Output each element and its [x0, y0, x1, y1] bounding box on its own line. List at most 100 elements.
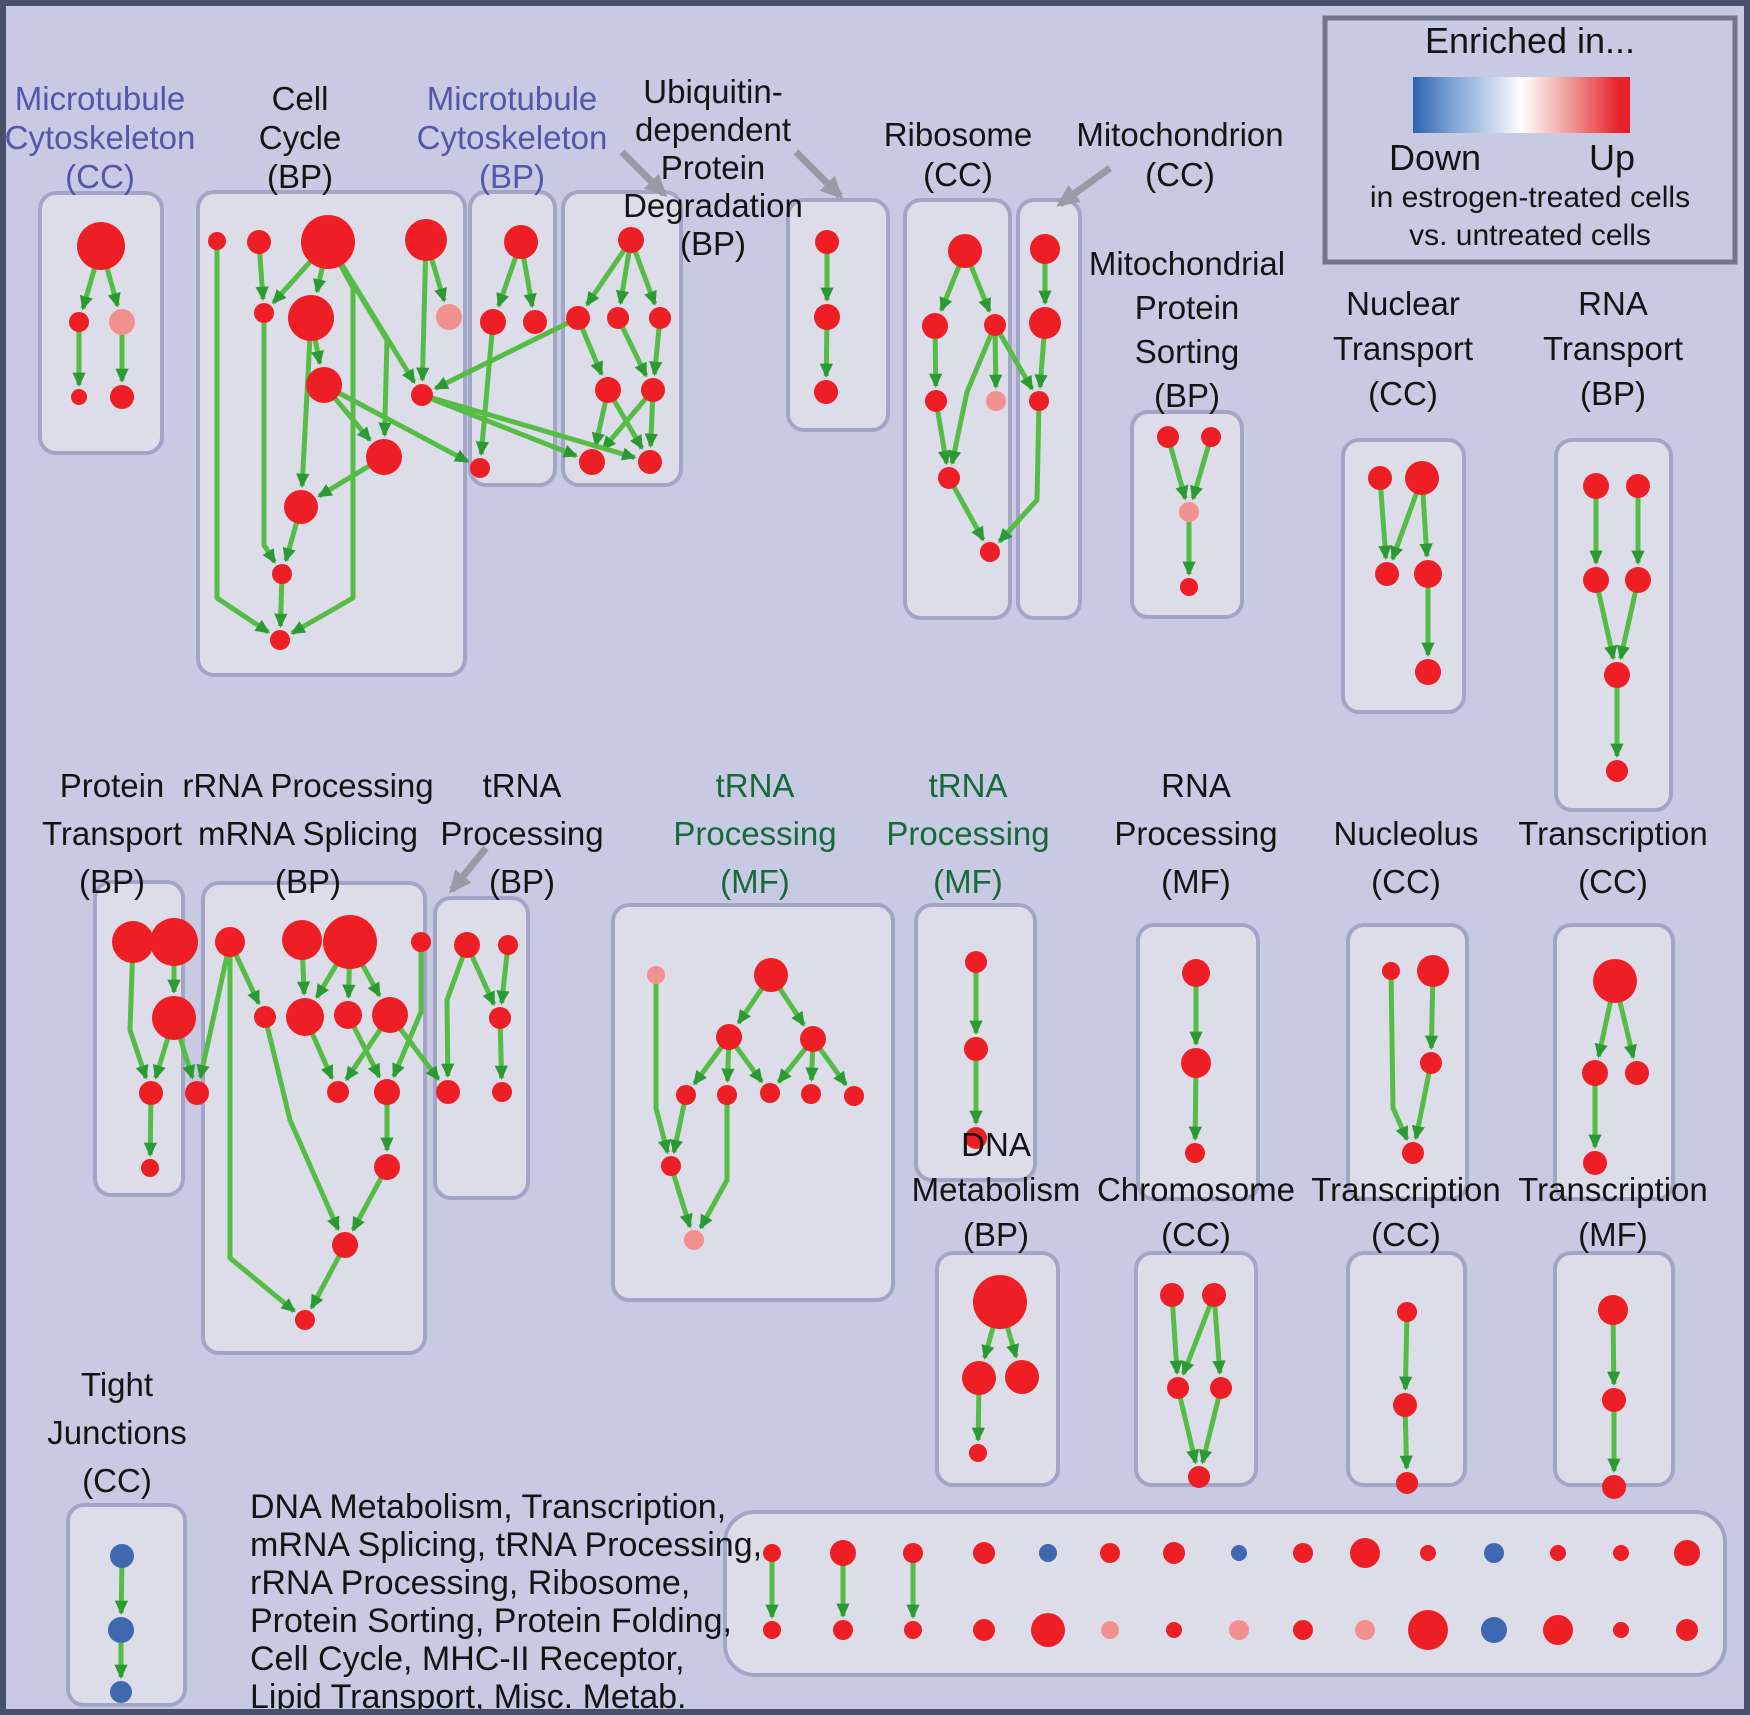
node-mt-cc-c [109, 309, 135, 335]
node-trna-mf1-b3 [760, 1083, 780, 1103]
node-ubiq-a-t [618, 227, 644, 253]
node-misc-bottom-2 [833, 1620, 853, 1640]
node-ribosome-n4 [938, 467, 960, 489]
node-trna-bp-bl [436, 1080, 460, 1104]
cluster-label-tight-junctions-label: Tight [81, 1366, 153, 1403]
cluster-label-mt-cc-label: Microtubule [15, 80, 186, 117]
edge [1411, 1062, 1434, 1141]
node-transcription-cc2-n2 [1393, 1393, 1417, 1417]
node-chromosome-ml [1167, 1377, 1189, 1399]
trna-bp-arrow [449, 845, 489, 894]
node-ribosome-t [948, 234, 982, 268]
node-trna-mf1-b2 [717, 1085, 737, 1105]
node-tight-junctions-n1 [110, 1544, 134, 1568]
node-mps-mid [1179, 502, 1199, 522]
edge [433, 315, 580, 391]
node-rna-transport-tl [1583, 473, 1609, 499]
node-mt-bp-b [470, 458, 490, 478]
node-trna-bp-tr [498, 935, 518, 955]
node-rrna-r3b [374, 1079, 400, 1105]
node-transcription-cc1-b [1583, 1151, 1607, 1175]
cluster-label-cell-cycle-label: Cycle [259, 119, 342, 156]
merged-terms-list-line: Protein Sorting, Protein Folding, [250, 1602, 732, 1640]
node-rrna-c2 [282, 920, 322, 960]
node-rrna-c1 [215, 927, 245, 957]
node-mps-b [1180, 578, 1198, 596]
node-trna-mf1-b4 [801, 1084, 821, 1104]
merged-terms-list-line: Cell Cycle, MHC-II Receptor, [250, 1640, 685, 1678]
node-misc-top-11 [1420, 1545, 1436, 1561]
node-transcription-mf-n1 [1598, 1295, 1628, 1325]
cluster-box-misc-terms [723, 1510, 1727, 1677]
node-misc-bottom-13 [1543, 1615, 1573, 1645]
node-trna-mf2-n3 [965, 1127, 987, 1149]
node-rna-processing-n3 [1185, 1143, 1205, 1163]
node-nuclear-transport-bl [1375, 562, 1399, 586]
node-protein-transport-bl [139, 1081, 163, 1105]
node-misc-bottom-1 [763, 1621, 781, 1639]
cluster-label-trna-bp-label: Processing [440, 815, 603, 852]
legend-subtitle-2: vs. untreated cells [1409, 219, 1651, 252]
cluster-label-trna-mf2-label: tRNA [929, 767, 1008, 804]
node-transcription-cc2-n3 [1396, 1472, 1418, 1494]
cluster-label-mt-bp-label: Microtubule [427, 80, 598, 117]
edge [214, 241, 270, 635]
node-cell-cycle-d [405, 219, 447, 261]
node-misc-bottom-8 [1229, 1620, 1249, 1640]
node-trna-bp-mid [489, 1007, 511, 1029]
edge [1388, 970, 1410, 1142]
node-cell-cycle-i [411, 384, 433, 406]
node-mt-bp-ml [480, 309, 506, 335]
ubiquitin-arrow-right [793, 149, 844, 200]
cluster-label-chromosome-label: Chromosome [1097, 1171, 1295, 1208]
node-cell-cycle-m [270, 630, 290, 650]
node-misc-top-1 [763, 1544, 781, 1562]
edge [1398, 1311, 1413, 1391]
node-misc-bottom-3 [904, 1621, 922, 1639]
cluster-label-rna-transport-label: RNA [1578, 285, 1648, 322]
edge [196, 941, 233, 1080]
cluster-label-trna-mf2-label: Processing [886, 815, 1049, 852]
cluster-label-mps-label: Protein [1135, 289, 1240, 326]
node-mps-tl [1157, 426, 1179, 448]
cluster-label-ubiquitin-label: Protein [661, 149, 766, 186]
cluster-box-mt-bp [468, 190, 557, 487]
node-rna-processing-n2 [1181, 1048, 1211, 1078]
node-nucleolus-tl [1382, 962, 1400, 980]
node-misc-bottom-15 [1676, 1619, 1698, 1641]
cluster-label-mps-label: Sorting [1135, 333, 1240, 370]
edge [601, 388, 655, 451]
cluster-label-rna-processing-label: Processing [1114, 815, 1277, 852]
node-misc-top-15 [1674, 1540, 1700, 1566]
cluster-box-chromosome [1134, 1251, 1258, 1487]
cluster-label-mt-bp-label: (BP) [479, 158, 545, 195]
node-mt-bp-t [504, 225, 538, 259]
node-rrna-r4 [374, 1154, 400, 1180]
node-chromosome-b [1188, 1466, 1210, 1488]
cluster-box-mito [1016, 198, 1082, 620]
node-mt-cc-d [71, 389, 87, 405]
node-mito-t [1030, 234, 1060, 264]
cluster-label-dna-metabolism-label: DNA [961, 1126, 1031, 1163]
node-ubiq-a-b1 [579, 449, 605, 475]
node-nucleolus-b [1402, 1142, 1424, 1164]
cluster-label-tight-junctions-label: (CC) [82, 1462, 152, 1499]
node-ribosome-mr [984, 314, 1006, 336]
edge [948, 324, 998, 466]
node-misc-top-4 [973, 1542, 995, 1564]
node-tight-junctions-n3 [110, 1681, 132, 1703]
node-trna-mf1-t [754, 958, 788, 992]
node-misc-bottom-5 [1031, 1613, 1065, 1647]
node-chromosome-tr [1202, 1283, 1226, 1307]
edge [1190, 436, 1214, 501]
cluster-label-nucleolus-label: (CC) [1371, 863, 1441, 900]
node-misc-top-3 [903, 1543, 923, 1563]
cluster-label-chromosome-label: (CC) [1161, 1216, 1231, 1253]
node-rna-transport-mr [1625, 567, 1651, 593]
cluster-label-transcription-cc2-label: Transcription [1311, 1171, 1501, 1208]
edge [441, 944, 470, 1078]
labels: MicrotubuleCytoskeleton(CC)CellCycle(BP)… [6, 73, 1708, 1709]
cluster-label-rrna-label: mRNA Splicing [198, 815, 418, 852]
node-rrna-c3 [323, 915, 377, 969]
